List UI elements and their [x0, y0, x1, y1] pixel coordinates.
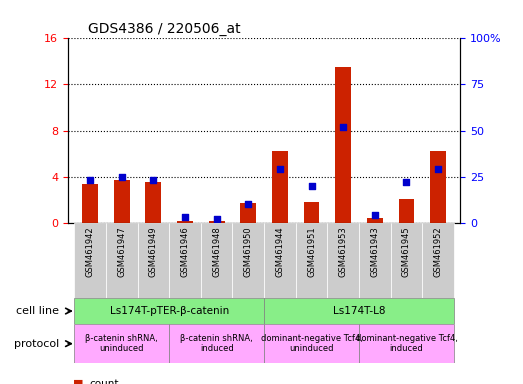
Point [402, 179, 411, 185]
Bar [74, 324, 169, 363]
Bar [430, 151, 446, 223]
Bar [391, 223, 422, 298]
Point [308, 183, 316, 189]
Text: protocol: protocol [14, 339, 63, 349]
Text: GSM461942: GSM461942 [86, 227, 95, 277]
Bar [335, 67, 351, 223]
Text: Ls174T-pTER-β-catenin: Ls174T-pTER-β-catenin [110, 306, 229, 316]
Text: count: count [89, 379, 118, 384]
Text: GSM461950: GSM461950 [244, 227, 253, 277]
Bar [264, 298, 454, 324]
Bar [169, 223, 201, 298]
Text: GSM461953: GSM461953 [339, 227, 348, 277]
Bar [201, 223, 233, 298]
Bar [422, 223, 454, 298]
Text: GSM461947: GSM461947 [117, 227, 126, 277]
Text: GSM461949: GSM461949 [149, 227, 158, 277]
Bar [233, 223, 264, 298]
Point [212, 216, 221, 222]
Bar [304, 202, 320, 223]
Point [276, 166, 284, 172]
Bar [177, 221, 193, 223]
Text: Ls174T-L8: Ls174T-L8 [333, 306, 385, 316]
Text: GDS4386 / 220506_at: GDS4386 / 220506_at [88, 22, 240, 36]
Point [149, 177, 157, 184]
Text: GSM461946: GSM461946 [180, 227, 189, 277]
Bar [169, 324, 264, 363]
Text: ■: ■ [73, 379, 84, 384]
Bar [327, 223, 359, 298]
Point [371, 212, 379, 218]
Text: β-catenin shRNA,
uninduced: β-catenin shRNA, uninduced [85, 334, 158, 353]
Point [86, 177, 94, 184]
Bar [74, 298, 264, 324]
Bar [114, 180, 130, 223]
Bar [272, 151, 288, 223]
Bar [145, 182, 161, 223]
Bar [367, 218, 383, 223]
Bar [399, 199, 414, 223]
Bar [359, 223, 391, 298]
Bar [264, 223, 295, 298]
Point [339, 124, 347, 130]
Bar [295, 223, 327, 298]
Text: dominant-negative Tcf4,
induced: dominant-negative Tcf4, induced [356, 334, 458, 353]
Bar [106, 223, 138, 298]
Text: GSM461943: GSM461943 [370, 227, 379, 277]
Text: β-catenin shRNA,
induced: β-catenin shRNA, induced [180, 334, 253, 353]
Bar [74, 223, 106, 298]
Text: GSM461951: GSM461951 [307, 227, 316, 277]
Text: GSM461952: GSM461952 [434, 227, 442, 277]
Bar [241, 203, 256, 223]
Text: GSM461948: GSM461948 [212, 227, 221, 277]
Text: dominant-negative Tcf4,
uninduced: dominant-negative Tcf4, uninduced [260, 334, 362, 353]
Text: cell line: cell line [16, 306, 63, 316]
Text: GSM461944: GSM461944 [276, 227, 285, 277]
Point [434, 166, 442, 172]
Bar [264, 324, 359, 363]
Point [181, 214, 189, 220]
Text: GSM461945: GSM461945 [402, 227, 411, 277]
Bar [82, 184, 98, 223]
Bar [359, 324, 454, 363]
Bar [138, 223, 169, 298]
Bar [209, 221, 224, 223]
Point [244, 201, 253, 207]
Point [118, 174, 126, 180]
